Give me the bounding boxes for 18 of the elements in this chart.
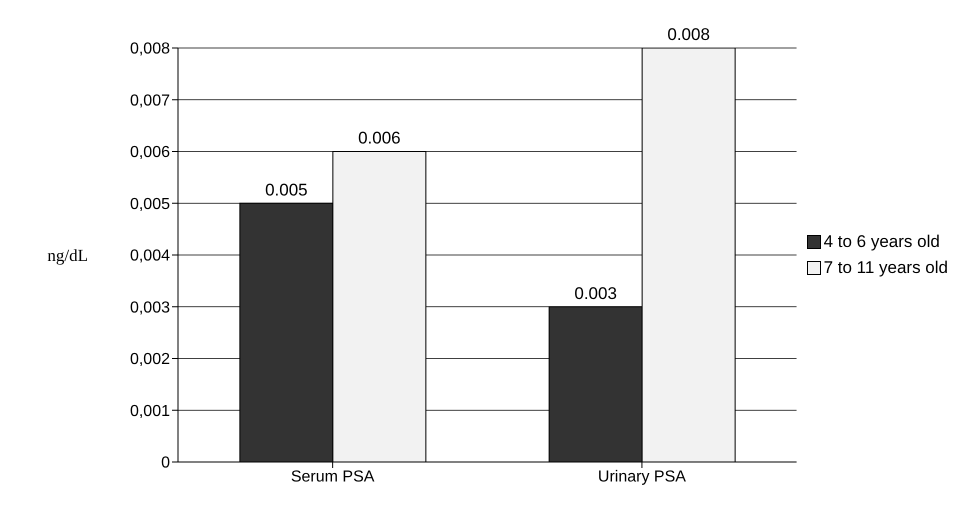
legend-label: 4 to 6 years old — [824, 232, 940, 252]
x-tick-label: Serum PSA — [290, 468, 375, 486]
y-tick-label: 0,004 — [130, 248, 170, 265]
data-label: 0.006 — [358, 128, 401, 148]
y-tick-label: 0,001 — [130, 402, 170, 420]
y-tick-label: 0,007 — [130, 92, 170, 110]
data-label: 0.005 — [265, 180, 308, 200]
y-tick-label: 0,002 — [130, 351, 170, 368]
data-label: 0.008 — [667, 25, 710, 44]
y-tick-label: 0,008 — [130, 40, 170, 58]
y-axis-title: ng/dL — [47, 246, 88, 266]
data-label: 0.003 — [574, 284, 617, 303]
y-tick-label: 0,006 — [130, 144, 170, 162]
y-tick-label: 0,003 — [130, 299, 170, 316]
y-tick-label: 0,005 — [130, 196, 170, 213]
legend-label: 7 to 11 years old — [824, 258, 948, 278]
y-tick-label: 0 — [161, 454, 170, 472]
x-tick-label: Urinary PSA — [598, 468, 686, 486]
